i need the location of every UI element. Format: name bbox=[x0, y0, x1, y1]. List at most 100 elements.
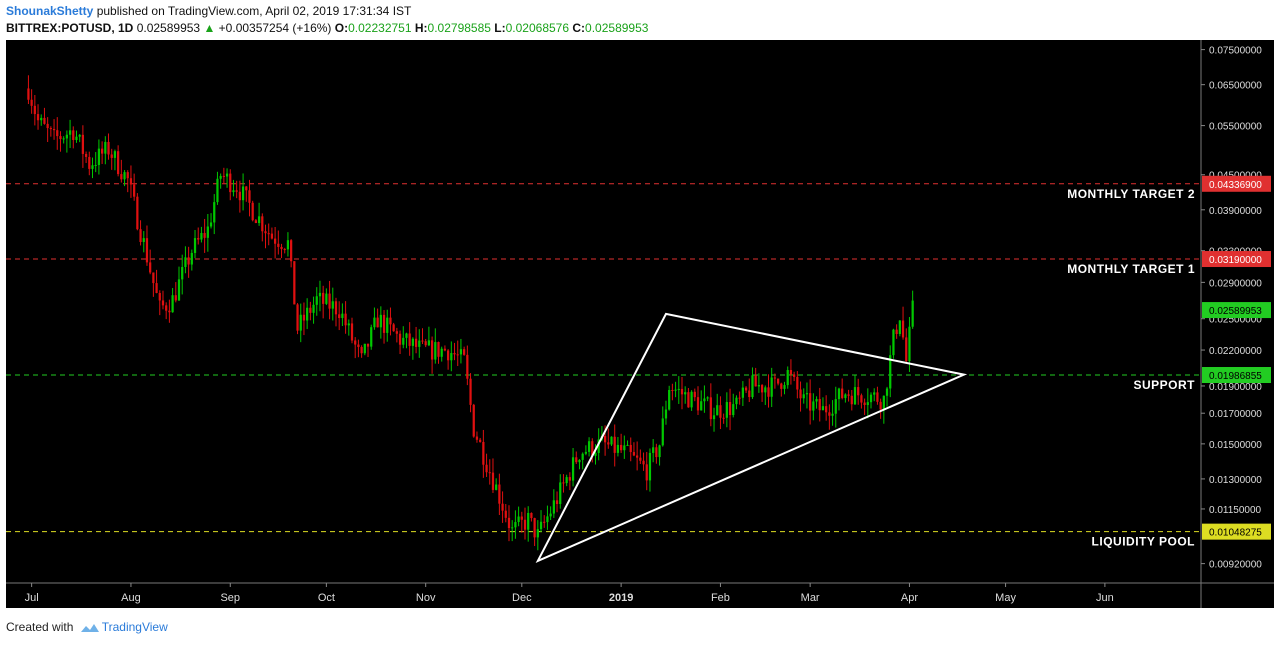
candle-body bbox=[652, 447, 655, 453]
candle-body bbox=[411, 338, 414, 346]
candle-body bbox=[908, 326, 911, 362]
price-chart[interactable]: MONTHLY TARGET 2 MONTHLY TARGET 1 SUPPORT L… bbox=[0, 0, 1280, 612]
candle-body bbox=[126, 172, 129, 179]
candle-body bbox=[533, 518, 536, 538]
candle-body bbox=[325, 293, 328, 304]
candle-body bbox=[209, 222, 213, 227]
candle-body bbox=[844, 394, 847, 399]
candle-body bbox=[700, 401, 703, 411]
candle-body bbox=[414, 338, 418, 347]
candle-body bbox=[357, 344, 360, 347]
candle-body bbox=[49, 128, 52, 130]
candle-body bbox=[30, 99, 33, 106]
candle-body bbox=[104, 141, 107, 154]
support-label: SUPPORT bbox=[1133, 378, 1195, 392]
candle-body bbox=[370, 327, 373, 347]
candle-body bbox=[149, 262, 152, 273]
candle-body bbox=[155, 283, 158, 293]
candle-body bbox=[764, 387, 767, 393]
candle-body bbox=[97, 148, 101, 165]
candle-body bbox=[690, 391, 693, 408]
price-tags: 0.04336900 0.03190000 0.01986855 0.01048275… bbox=[1202, 175, 1271, 540]
candle-body bbox=[712, 415, 716, 420]
candle-body bbox=[200, 233, 203, 240]
candle-body bbox=[706, 397, 709, 399]
monthly-target-2-price-tag: 0.04336900 bbox=[1209, 180, 1262, 191]
candle-body bbox=[719, 405, 722, 418]
candle-body bbox=[648, 452, 652, 481]
candle-body bbox=[193, 238, 197, 253]
candle-body bbox=[459, 349, 463, 355]
author-link[interactable]: ShounakShetty bbox=[6, 4, 94, 18]
candle-body bbox=[626, 444, 629, 446]
candle-body bbox=[84, 153, 88, 157]
candle-body bbox=[889, 355, 892, 389]
triangle-pattern bbox=[535, 312, 968, 564]
x-tick-label: Apr bbox=[901, 592, 918, 604]
candle-body bbox=[184, 257, 187, 267]
candle-body bbox=[142, 238, 145, 243]
candle-body bbox=[354, 340, 357, 345]
candle-body bbox=[241, 186, 245, 201]
candle-body bbox=[812, 401, 815, 411]
close-label: C: bbox=[572, 21, 586, 35]
y-tick-label: 0.01500000 bbox=[1209, 440, 1262, 451]
candle-body bbox=[738, 397, 741, 399]
candle-body bbox=[786, 370, 789, 386]
candle-body bbox=[78, 134, 81, 137]
candle-body bbox=[546, 516, 549, 523]
tradingview-link[interactable]: TradingView bbox=[101, 620, 168, 634]
candle-body bbox=[911, 300, 914, 327]
candle-body bbox=[645, 464, 648, 481]
tradingview-logo-icon bbox=[80, 623, 99, 632]
candle-body bbox=[841, 388, 844, 399]
price-axis[interactable] bbox=[1201, 40, 1274, 608]
candle-body bbox=[68, 130, 72, 135]
candle-body bbox=[527, 512, 530, 530]
candle-body bbox=[568, 477, 571, 481]
candle-body bbox=[879, 401, 882, 410]
candle-body bbox=[225, 173, 229, 177]
x-tick-label: Jul bbox=[25, 592, 39, 604]
candle-body bbox=[238, 191, 241, 201]
candle-body bbox=[216, 178, 219, 203]
candle-body bbox=[741, 387, 744, 398]
candle-body bbox=[453, 353, 456, 355]
candle-body bbox=[482, 441, 485, 465]
candle-body bbox=[123, 172, 126, 180]
candle-body bbox=[674, 389, 677, 391]
candle-body bbox=[853, 387, 857, 405]
candle-body bbox=[418, 340, 421, 347]
candle-body bbox=[799, 389, 802, 399]
low-label: L: bbox=[494, 21, 506, 35]
candle-body bbox=[479, 439, 482, 442]
candle-body bbox=[767, 387, 770, 397]
candle-body bbox=[152, 272, 155, 284]
plot-area[interactable] bbox=[6, 40, 1201, 583]
x-tick-label: Sep bbox=[220, 592, 240, 604]
candle-body bbox=[27, 88, 30, 100]
candle-body bbox=[610, 436, 613, 445]
candle-body bbox=[850, 395, 853, 405]
candle-body bbox=[789, 370, 793, 375]
x-tick-label: Jun bbox=[1096, 592, 1114, 604]
liquidity-pool-label: LIQUIDITY POOL bbox=[1092, 535, 1195, 549]
close-value: 0.02589953 bbox=[585, 21, 649, 35]
time-axis[interactable] bbox=[6, 583, 1201, 608]
candle-body bbox=[773, 377, 777, 379]
candle-body bbox=[511, 527, 514, 529]
candle-body bbox=[379, 314, 382, 328]
candle-body bbox=[809, 393, 812, 411]
candle-body bbox=[328, 293, 331, 309]
monthly-target-1-price-tag: 0.03190000 bbox=[1209, 255, 1262, 266]
candle-body bbox=[309, 307, 312, 313]
candle-body bbox=[229, 173, 232, 193]
x-tick-label: Feb bbox=[711, 592, 730, 604]
candle-body bbox=[360, 346, 363, 354]
candle-body bbox=[197, 238, 200, 240]
candle-body bbox=[485, 464, 488, 473]
candle-body bbox=[616, 444, 620, 453]
candle-body bbox=[655, 447, 658, 458]
candle-body bbox=[187, 257, 190, 265]
candle-body bbox=[498, 484, 501, 504]
